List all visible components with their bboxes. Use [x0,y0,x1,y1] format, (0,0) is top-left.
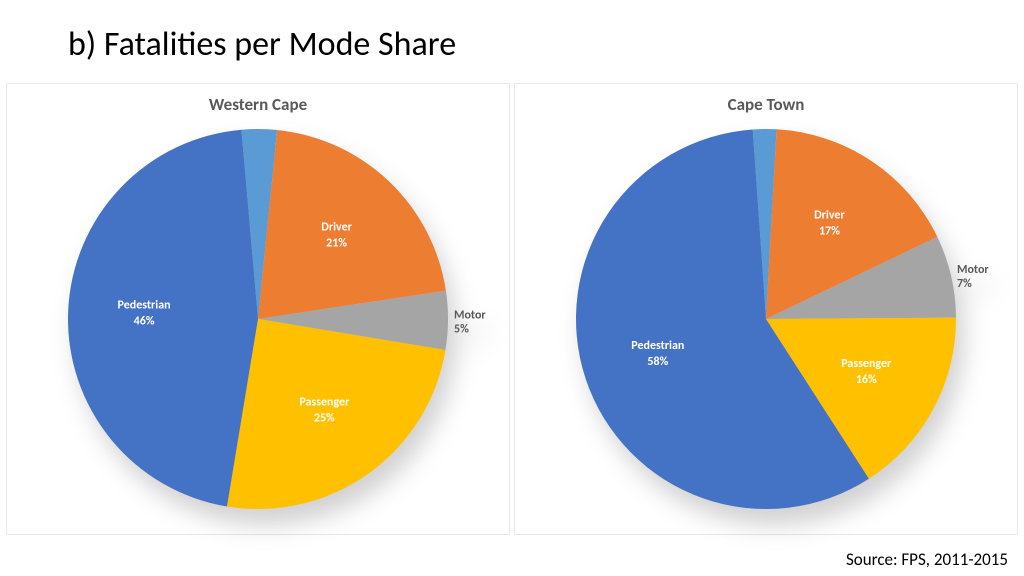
pie-chart-western-cape: Cyclist3%Driver21%Motor5%Passenger25%Ped… [8,119,508,519]
slice-label-passenger: Passenger [299,396,350,410]
pie-slice-passenger [227,319,445,509]
pie-chart-cape-town: Cyclist2%Driver17%Motor7%Passenger16%Ped… [516,119,1016,519]
slice-pct-driver: 21% [326,236,347,250]
chart-title: Cape Town [515,84,1017,119]
slice-label-driver: Driver [814,208,845,222]
slice-label-driver: Driver [321,220,352,234]
slice-pct-driver: 17% [819,224,840,238]
charts-row: Western Cape Cyclist3%Driver21%Motor5%Pa… [0,65,1024,535]
slice-label-pedestrian: Pedestrian [631,339,684,353]
chart-title: Western Cape [7,84,509,119]
source-caption: Source: FPS, 2011-2015 [846,549,1008,570]
pie-slice-pedestrian [68,130,258,507]
chart-panel-western-cape: Western Cape Cyclist3%Driver21%Motor5%Pa… [6,83,510,535]
slice-pct-pedestrian: 58% [647,355,668,369]
slice-label-motor: Motor [957,263,989,277]
slice-pct-cyclist: 2% [757,119,772,121]
chart-panel-cape-town: Cape Town Cyclist2%Driver17%Motor7%Passe… [514,83,1018,535]
slice-label-pedestrian: Pedestrian [118,299,171,313]
slice-pct-cyclist: 3% [252,119,267,121]
slice-pct-passenger: 16% [856,373,877,387]
slice-pct-motor: 5% [454,322,469,336]
slice-label-motor: Motor [454,308,486,322]
pie-wrap: Cyclist3%Driver21%Motor5%Passenger25%Ped… [7,119,509,519]
slice-pct-motor: 7% [957,277,972,291]
slice-pct-passenger: 25% [314,412,335,426]
slice-label-passenger: Passenger [841,357,892,371]
slice-pct-pedestrian: 46% [134,315,155,329]
pie-wrap: Cyclist2%Driver17%Motor7%Passenger16%Ped… [515,119,1017,519]
page-title: b) Fatalities per Mode Share [0,0,1024,65]
